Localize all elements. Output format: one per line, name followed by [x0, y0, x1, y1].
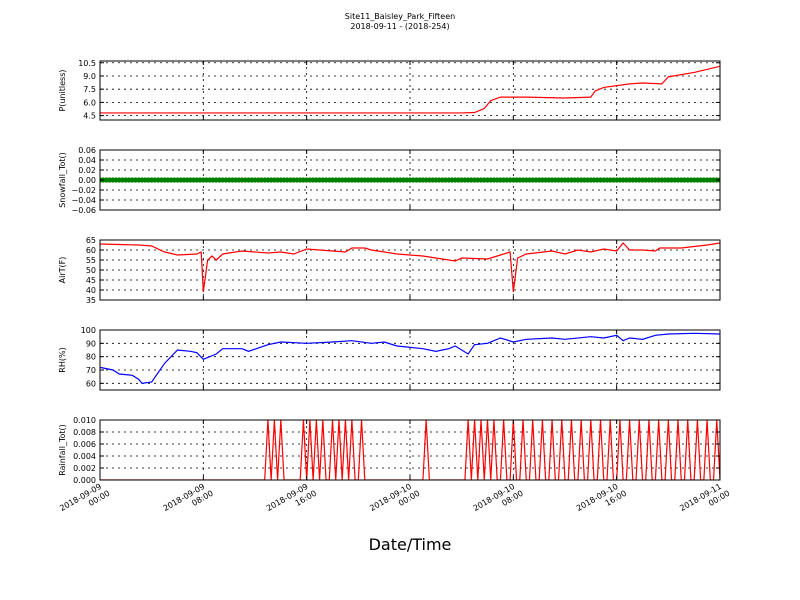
y-tick-label: 0.004 — [73, 452, 96, 461]
y-tick-label: −0.06 — [71, 206, 96, 215]
y-tick-label: 6.0 — [83, 98, 96, 107]
y-tick-label: 10.5 — [78, 59, 96, 68]
y-tick-label: 7.5 — [83, 85, 96, 94]
axes-frame — [99, 60, 721, 121]
series-line — [100, 65, 720, 114]
x-tick-label: 2018-09-1008:00 — [472, 480, 525, 522]
panel-5: 0.010 0.008 0.006 0.004 0.002 0.000 Rainfall_T… — [58, 416, 721, 485]
panel-1: 4.5 6.0 7.5 9.0 10.5 P(unitless) — [58, 59, 721, 121]
y-tick-label: 0.04 — [78, 156, 96, 165]
y-tick-label: 0.010 — [73, 416, 96, 425]
y-tick-label: 60 — [86, 379, 96, 388]
y-tick-label: 70 — [86, 366, 96, 375]
y-tick-label: 55 — [86, 256, 96, 265]
x-tick-label: 2018-09-1000:00 — [368, 480, 421, 522]
panels: 4.56.07.59.010.5P(unitless)0.060.040.020… — [58, 59, 721, 485]
series-points — [100, 177, 720, 183]
x-tick-label: 2018-09-0916:00 — [265, 480, 318, 522]
y-tick-label: 0.002 — [73, 464, 96, 473]
y-axis-label: Rainfall_Tot() — [58, 424, 67, 476]
chart-subtitle: 2018-09-11 - (2018-254) — [350, 22, 449, 31]
x-tick-label: 2018-09-1016:00 — [575, 480, 628, 522]
x-tick-label: 2018-09-0900:00 — [58, 480, 111, 522]
x-tick-label: 2018-09-1100:00 — [678, 480, 731, 522]
y-tick-label: 80 — [86, 353, 96, 362]
y-tick-label: 0.00 — [78, 176, 96, 185]
y-axis-label: AirT(F) — [58, 257, 67, 284]
y-tick-label: −0.02 — [71, 186, 96, 195]
y-tick-label: 9.0 — [83, 72, 96, 81]
y-tick-label: 50 — [86, 266, 96, 275]
y-axis-label: RH(%) — [58, 347, 67, 372]
y-tick-label: 45 — [86, 276, 96, 285]
panel-4: 100 90 80 70 60 RH(%) — [58, 326, 721, 391]
x-axis-label: Date/Time — [369, 535, 452, 554]
y-tick-label: 0.02 — [78, 166, 96, 175]
y-tick-label: 0.06 — [78, 146, 96, 155]
series-line — [100, 242, 720, 293]
y-tick-label: 4.5 — [83, 112, 96, 121]
y-tick-label: 0.006 — [73, 440, 96, 449]
y-tick-label: 40 — [86, 286, 96, 295]
y-axis-label: Snowfall_Tot() — [58, 152, 67, 208]
y-tick-label: 90 — [86, 339, 96, 348]
y-tick-label: 65 — [86, 236, 96, 245]
panel-2: 0.060.040.020.00−0.02−0.04−0.06 Snowfall_… — [58, 146, 721, 215]
series-line — [100, 332, 720, 384]
y-tick-label: −0.04 — [71, 196, 96, 205]
x-tick-labels: 2018-09-0900:00 2018-09-0908:00 2018-09-09… — [58, 480, 731, 522]
y-tick-label: 100 — [81, 326, 96, 335]
chart-title: Site11_Baisley_Park_Fifteen — [345, 12, 455, 21]
x-tick-label: 2018-09-0908:00 — [162, 480, 215, 522]
y-tick-label: 0.000 — [73, 476, 96, 485]
y-tick-label: 60 — [86, 246, 96, 255]
y-axis-label: P(unitless) — [58, 69, 67, 111]
y-tick-label: 35 — [86, 296, 96, 305]
y-tick-label: 0.008 — [73, 428, 96, 437]
